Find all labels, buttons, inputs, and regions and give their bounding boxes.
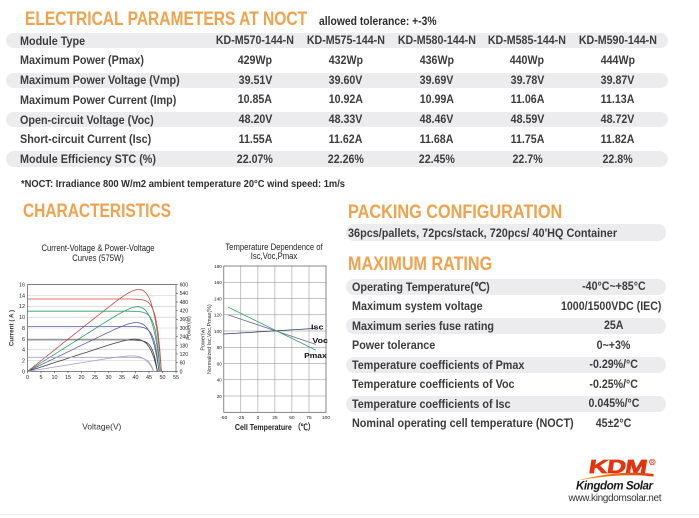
svg-text:20: 20	[217, 394, 223, 399]
svg-text:0: 0	[180, 369, 183, 375]
svg-text:-25: -25	[237, 415, 244, 421]
svg-text:100: 100	[214, 329, 222, 334]
svg-text:5: 5	[40, 375, 43, 381]
svg-text:180: 180	[214, 264, 222, 269]
svg-text:60: 60	[217, 361, 223, 366]
svg-text:100: 100	[322, 415, 330, 421]
svg-text:Power(w): Power(w)	[187, 316, 193, 340]
svg-text:160: 160	[214, 280, 222, 285]
svg-text:75: 75	[306, 415, 312, 421]
svg-text:80: 80	[217, 345, 223, 350]
svg-text:Current ( A ): Current ( A )	[9, 310, 16, 346]
svg-text:40: 40	[217, 378, 223, 383]
svg-text:35: 35	[119, 375, 125, 381]
svg-text:Voltage(V): Voltage(V)	[82, 422, 121, 432]
svg-text:16: 16	[19, 283, 25, 289]
svg-text:30: 30	[106, 375, 112, 381]
svg-text:60: 60	[180, 361, 186, 367]
svg-text:420: 420	[180, 309, 189, 315]
svg-text:140: 140	[214, 296, 222, 301]
svg-text:12: 12	[19, 304, 25, 310]
svg-text:50: 50	[160, 375, 166, 381]
svg-text:6: 6	[22, 337, 25, 343]
svg-text:40: 40	[133, 375, 139, 381]
svg-text:540: 540	[180, 291, 189, 297]
svg-text:10: 10	[52, 375, 58, 381]
svg-text:600: 600	[180, 283, 189, 289]
svg-text:0: 0	[26, 375, 29, 381]
svg-text:360: 360	[180, 317, 189, 323]
svg-text:Power(w): Power(w)	[201, 328, 207, 351]
svg-text:25: 25	[272, 415, 278, 421]
svg-text:-50: -50	[220, 415, 227, 421]
svg-text:www.kingdomsolar.net: www.kingdomsolar.net	[568, 493, 662, 504]
svg-text:R: R	[650, 460, 654, 466]
svg-text:120: 120	[214, 313, 222, 318]
svg-text:50: 50	[289, 415, 295, 421]
svg-text:240: 240	[180, 335, 189, 341]
svg-text:Isc: Isc	[311, 322, 324, 331]
svg-text:4: 4	[22, 348, 25, 354]
svg-text:300: 300	[180, 326, 189, 332]
svg-text:45: 45	[146, 375, 152, 381]
svg-text:0: 0	[257, 415, 260, 421]
svg-text:15: 15	[65, 375, 71, 381]
svg-text:25: 25	[92, 375, 98, 381]
svg-text:14: 14	[19, 293, 25, 299]
svg-text:2: 2	[22, 358, 25, 364]
svg-text:180: 180	[180, 343, 189, 349]
svg-text:Pmax: Pmax	[304, 351, 327, 360]
svg-text:KDM: KDM	[587, 456, 648, 477]
svg-text:Voc: Voc	[312, 336, 328, 345]
svg-text:Kingdom Solar: Kingdom Solar	[576, 480, 654, 493]
svg-text:480: 480	[180, 300, 189, 306]
svg-text:120: 120	[180, 352, 189, 358]
svg-text:55: 55	[173, 375, 179, 381]
svg-text:20: 20	[79, 375, 85, 381]
svg-text:8: 8	[22, 326, 25, 332]
svg-text:10: 10	[19, 315, 25, 321]
svg-text:Cell Temperature （℃）: Cell Temperature （℃）	[235, 422, 315, 432]
svg-text:Normalized Isc,Voc,Pmax(%): Normalized Isc,Voc,Pmax(%)	[207, 304, 213, 374]
svg-text:0: 0	[22, 369, 25, 375]
